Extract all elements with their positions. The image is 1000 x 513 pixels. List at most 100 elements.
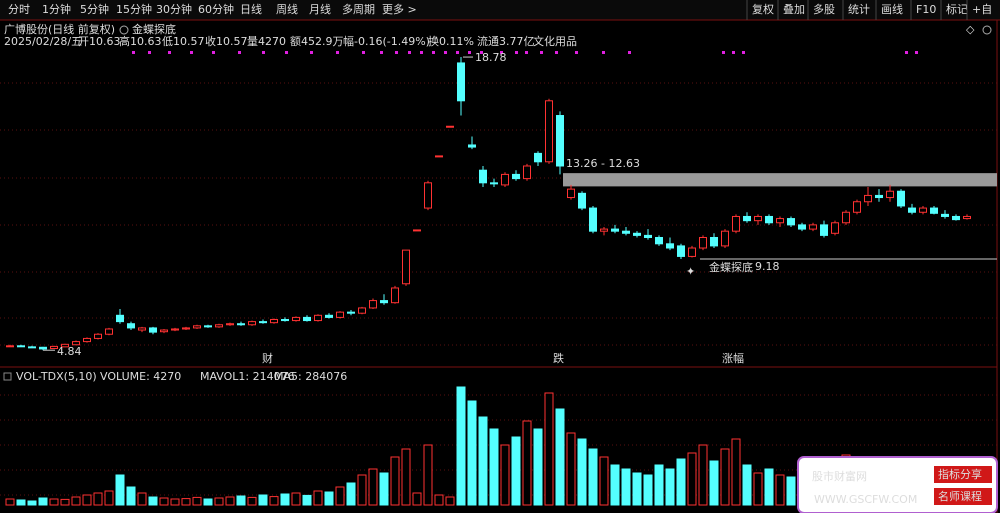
icon-diamond[interactable]: ◇ [966,23,975,36]
quote-field: 开10.63 [78,35,121,48]
volume-bar [500,444,510,506]
volume-bar [357,474,367,506]
candle-body [699,236,707,249]
candle-body [226,323,234,326]
candle-body [303,316,311,322]
signal-dot [915,51,918,54]
volume-bar [588,448,598,506]
period-tab[interactable]: 60分钟 [198,2,234,16]
signal-dot [212,51,215,54]
tool-button[interactable]: F10 [916,3,936,16]
tool-button[interactable]: 叠加 [783,3,805,16]
quote-field: 文化用品 [533,34,577,48]
candle-body [787,218,795,226]
volume-bar [621,468,631,506]
signal-dot [480,51,483,54]
signal-dot [732,51,735,54]
event-tag: 跌 [553,351,564,365]
volume-bar [467,400,477,506]
volume-bar [49,498,59,506]
signal-dot [515,51,518,54]
volume-bar [346,482,356,506]
event-tag: 涨幅 [722,352,744,365]
candle-body [468,144,476,148]
signal-dot [420,51,423,54]
period-tab[interactable]: 30分钟 [156,2,192,16]
candle-body [754,215,762,222]
tool-button[interactable]: 统计 [848,3,870,16]
volume-bar [731,438,741,506]
period-tab[interactable]: 15分钟 [116,2,152,16]
volume-bar [577,438,587,506]
volume-bar [445,496,455,506]
candle-body [193,325,201,329]
period-tab[interactable]: 多周期 [342,2,375,16]
volume-bar [368,468,378,506]
volume-bar [423,444,433,506]
period-tab[interactable]: 更多 > [382,2,417,16]
signal-dot [148,51,151,54]
watermark-badge: 指标分享 [938,467,982,481]
tool-button[interactable]: 标记 [946,2,968,16]
volume-bar [60,498,70,506]
signal-dot [310,51,313,54]
candle-body [534,152,542,163]
tool-button[interactable]: 复权 [752,2,774,16]
candle-body [17,345,25,348]
volume-header: MAVOL1: 214076 [200,370,295,383]
signal-dot [190,51,193,54]
signal-dot [555,51,558,54]
volume-bar [632,472,642,506]
candle-body [611,228,619,232]
candle-body [50,345,58,350]
period-tab[interactable]: 月线 [309,2,331,16]
candle-body [358,307,366,314]
volume-bar [687,452,697,506]
candle-body [171,328,179,331]
signal-dot [540,51,543,54]
candle-body [160,329,168,333]
volume-bar [82,494,92,506]
icon-close[interactable] [982,25,992,35]
signal-dot [362,51,365,54]
candle-body [325,314,333,318]
candle-body [919,207,927,213]
candle-body [842,211,850,224]
volume-bar [665,468,675,506]
volume-bar [709,460,719,506]
volume-bar [324,491,334,506]
period-tab[interactable]: 5分钟 [80,2,109,16]
candle-body [270,319,278,324]
candle-body [336,311,344,318]
toolbar [0,0,1000,20]
volume-bar [148,496,158,506]
candle-body [831,222,839,234]
period-tab[interactable]: 1分钟 [42,2,71,16]
volume-bar [291,492,301,506]
candle-body [446,125,454,128]
candle-body [347,311,355,314]
signal-dot [905,51,908,54]
signal-dot [395,51,398,54]
volume-header: VOLUME: 4270 [100,370,181,383]
volume-bar [137,492,147,506]
indicator-title: 金蝶探底 [132,22,176,36]
candle-body [237,323,245,326]
candle-body [545,100,553,163]
period-tab[interactable]: 日线 [240,2,262,16]
volume-bar [313,490,323,506]
tool-button[interactable]: 画线 [881,2,903,16]
signal-dot [336,51,339,54]
candle-body [391,287,399,304]
candle-body [248,321,256,326]
signal-dot [742,51,745,54]
volume-bar [610,464,620,506]
tool-button[interactable]: +自 [972,3,992,16]
period-tab[interactable]: 分时 [8,3,30,16]
signal-dot [285,51,288,54]
period-tab[interactable]: 周线 [276,2,298,16]
signal-icon: ✦ [686,265,695,278]
tool-button[interactable]: 多股 [813,2,835,16]
volume-bar [544,392,554,506]
